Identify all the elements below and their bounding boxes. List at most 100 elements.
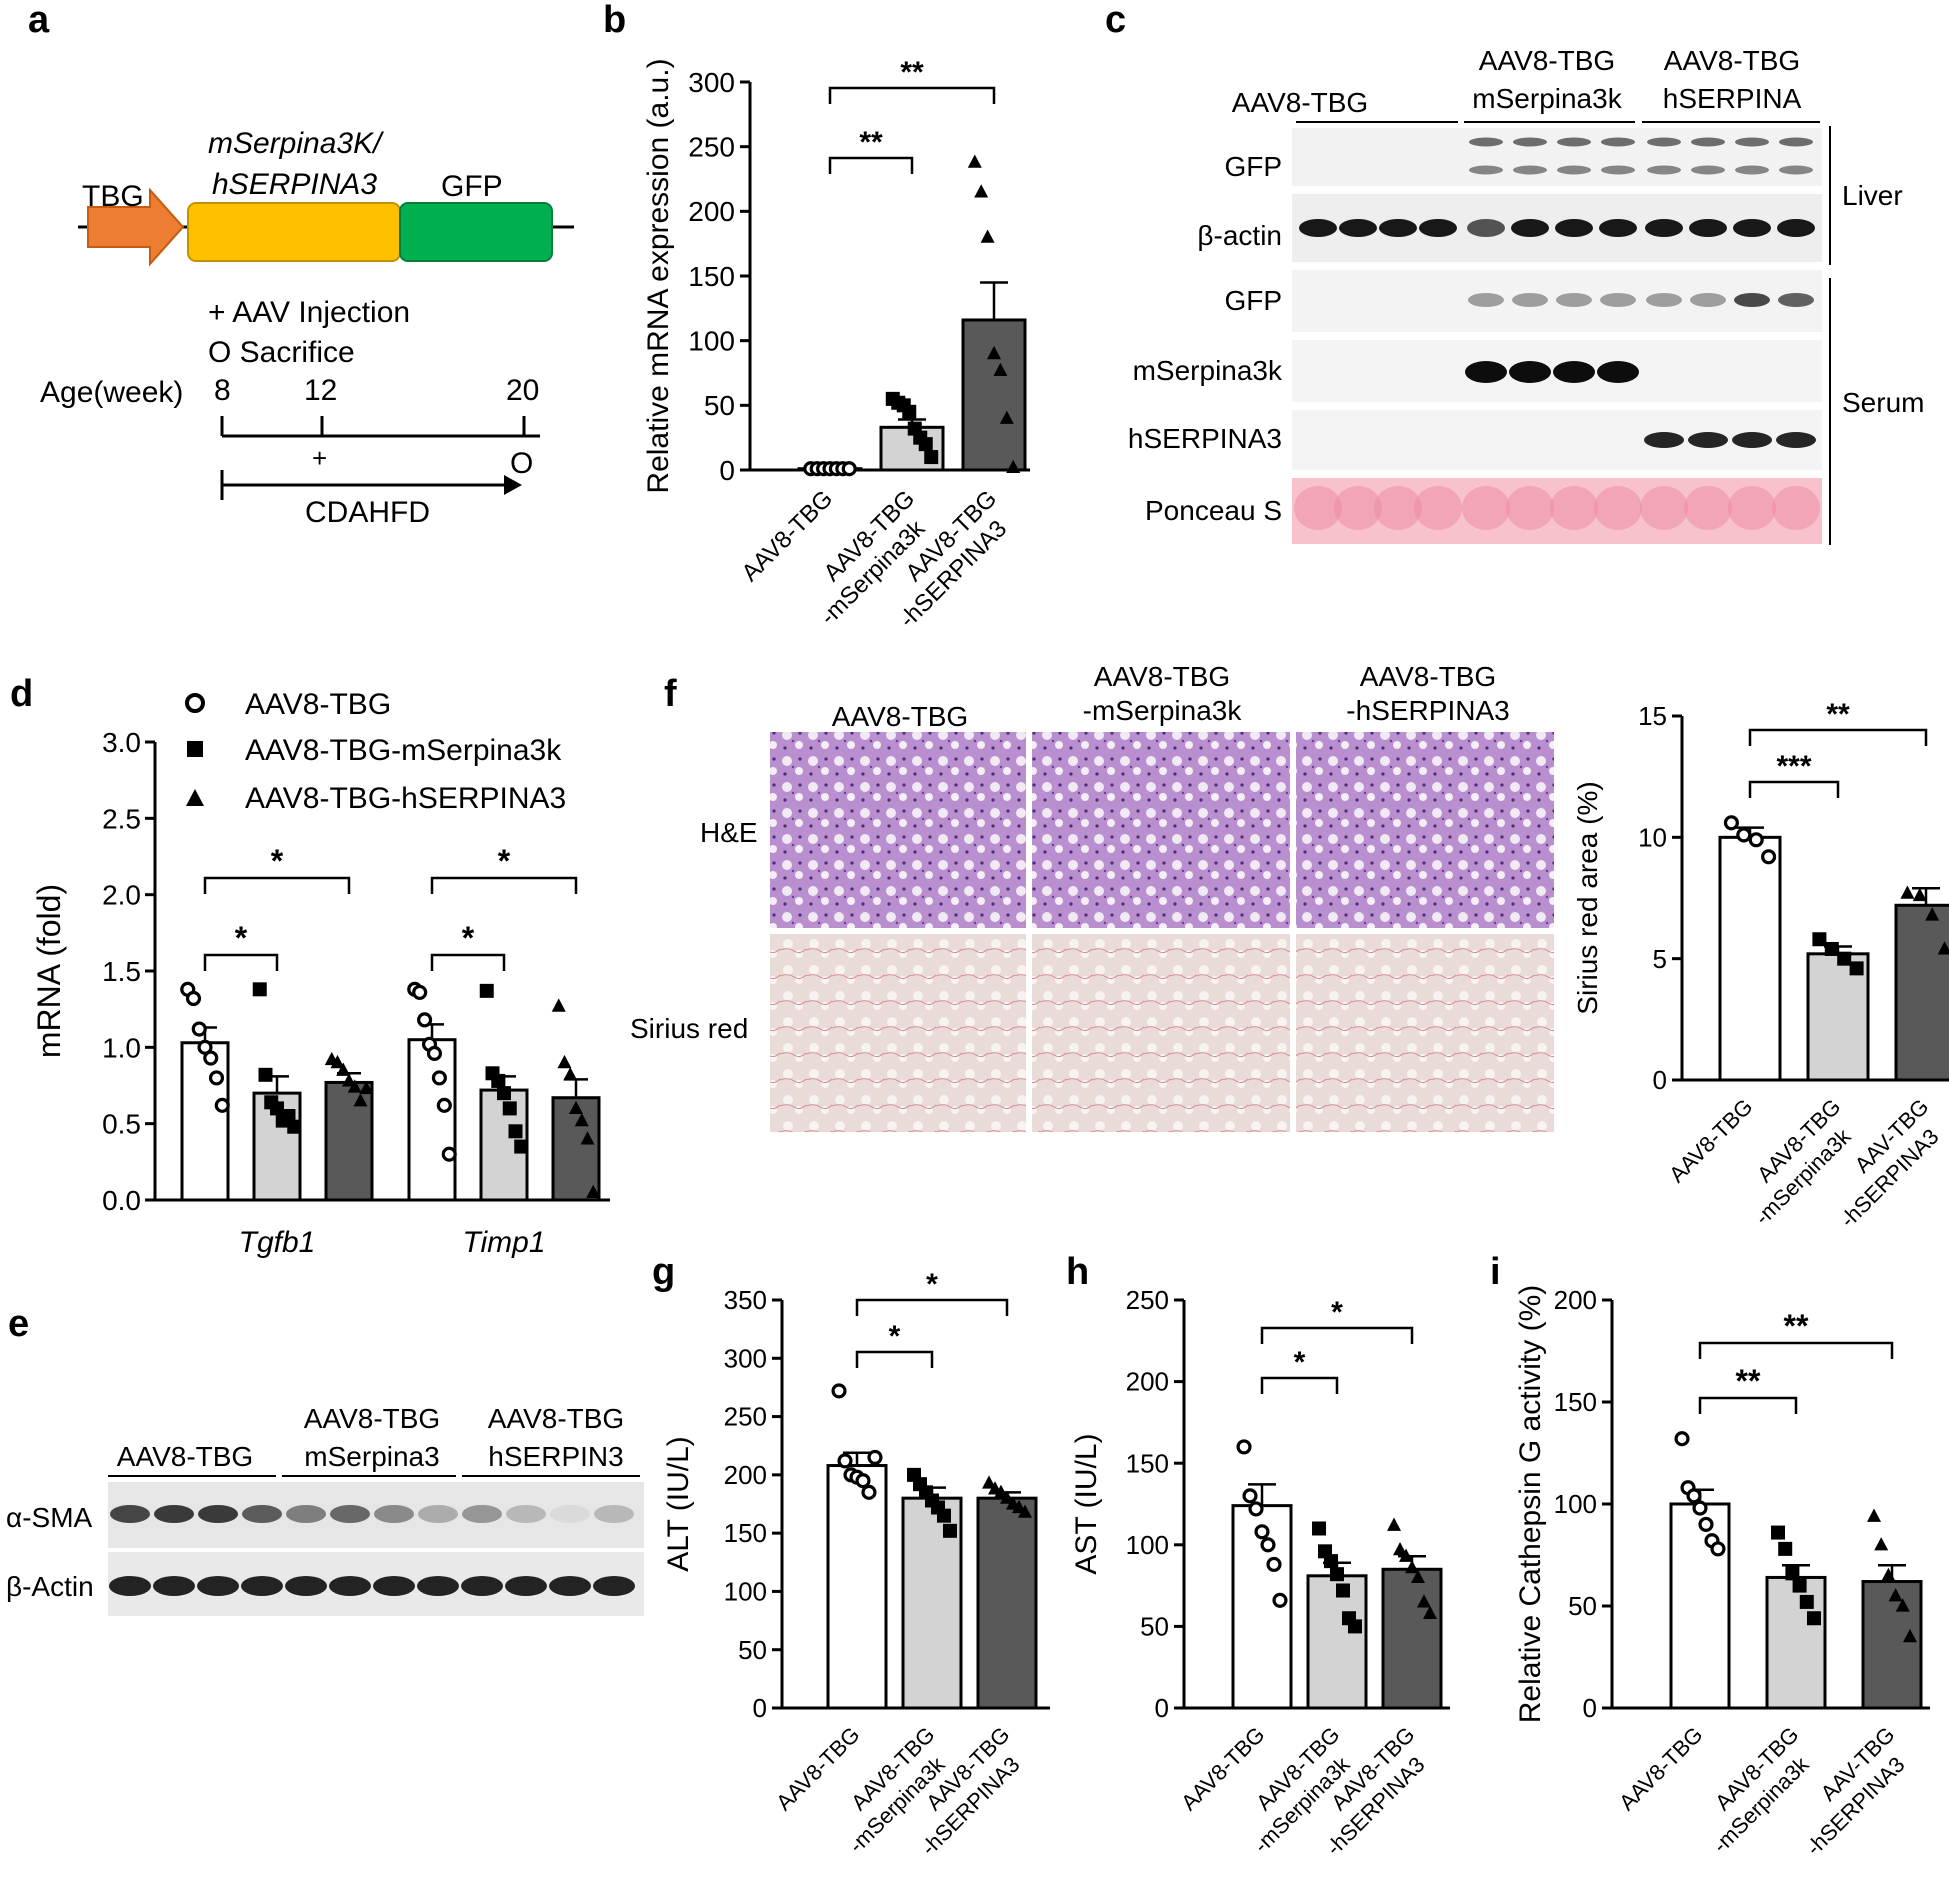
data-point-triangle bbox=[994, 1484, 1009, 1498]
data-point-square bbox=[1824, 941, 1839, 956]
blot-band bbox=[1647, 165, 1681, 175]
data-point-square bbox=[936, 1508, 951, 1523]
blot-c-group-label-sub: mSerpina3k bbox=[1472, 83, 1622, 114]
blot-c-bands bbox=[1294, 137, 1820, 530]
y-tick-label: 100 bbox=[1554, 1489, 1597, 1519]
significance-bracket bbox=[1748, 728, 1928, 746]
blot-band bbox=[1599, 219, 1637, 237]
y-tick-label: 200 bbox=[724, 1460, 767, 1490]
ponceau-band bbox=[1374, 486, 1422, 530]
data-point-circle bbox=[208, 1070, 225, 1086]
data-point-triangle bbox=[1387, 1517, 1402, 1531]
y-axis-label: AST (IU/L) bbox=[1070, 1433, 1103, 1574]
data-point-triangle bbox=[1902, 1628, 1917, 1643]
data-point-square bbox=[902, 404, 917, 419]
ponceau-band bbox=[1550, 486, 1598, 530]
blot-band bbox=[1600, 293, 1636, 307]
data-point-circle bbox=[431, 1070, 447, 1086]
data-point-triangle bbox=[551, 998, 566, 1012]
blot-c-tissue-serum: Serum bbox=[1842, 387, 1924, 418]
legend-marker-circle bbox=[185, 693, 205, 713]
blot-c-row-label: hSERPINA3 bbox=[1128, 423, 1282, 454]
data-point-circle bbox=[1692, 1500, 1708, 1516]
blot-band bbox=[1553, 361, 1595, 383]
data-point-square bbox=[1799, 1594, 1814, 1609]
blot-band bbox=[329, 1576, 371, 1596]
y-tick-label: 100 bbox=[724, 1577, 767, 1607]
y-tick-label: 250 bbox=[724, 1402, 767, 1432]
data-point-square bbox=[1324, 1554, 1339, 1569]
age-tick-label: 12 bbox=[304, 374, 337, 407]
sirius-image-mserpina3k bbox=[1032, 934, 1290, 1132]
data-point-triangle bbox=[359, 1080, 374, 1095]
data-point-square bbox=[508, 1124, 523, 1139]
he-image-mserpina3k bbox=[1032, 732, 1290, 928]
data-point-triangle bbox=[1416, 1594, 1431, 1608]
ponceau-band bbox=[1414, 486, 1462, 530]
data-point-square bbox=[252, 982, 267, 997]
blot-band bbox=[1735, 165, 1769, 175]
data-point-circle bbox=[861, 1484, 877, 1500]
data-point-triangle bbox=[1393, 1541, 1408, 1556]
y-tick-label: 150 bbox=[724, 1518, 767, 1548]
data-point-square bbox=[514, 1139, 529, 1154]
significance-label: ** bbox=[1736, 1363, 1761, 1399]
data-point-circle bbox=[1710, 1541, 1726, 1557]
significance-bracket bbox=[1698, 1396, 1798, 1414]
age-tick-label: 20 bbox=[506, 374, 539, 407]
bar bbox=[1765, 1575, 1827, 1710]
blot-band bbox=[197, 1576, 239, 1596]
data-point-circle bbox=[203, 1050, 219, 1066]
blot-band bbox=[1512, 293, 1548, 307]
y-tick-label: 0 bbox=[753, 1693, 767, 1723]
data-point-circle bbox=[1674, 1431, 1690, 1447]
blot-band bbox=[1468, 293, 1504, 307]
diet-label: CDAHFD bbox=[305, 496, 430, 529]
legend-marker-triangle bbox=[186, 789, 204, 806]
data-point-triangle bbox=[330, 1054, 345, 1069]
data-point-triangle bbox=[974, 184, 989, 198]
gfp-reporter-box bbox=[399, 202, 553, 262]
data-point-square bbox=[942, 1523, 957, 1538]
data-point-square bbox=[1806, 1611, 1821, 1626]
significance-label: * bbox=[498, 843, 511, 879]
blot-band bbox=[1557, 165, 1591, 175]
blot-e-bands bbox=[109, 1505, 635, 1596]
bar bbox=[826, 1464, 888, 1710]
blot-band bbox=[1556, 293, 1592, 307]
data-point-circle bbox=[191, 1021, 207, 1037]
data-point-circle bbox=[1723, 815, 1739, 831]
significance-bracket bbox=[855, 1350, 934, 1368]
bar bbox=[976, 1496, 1038, 1710]
significance-bracket bbox=[1698, 1341, 1894, 1359]
blot-band bbox=[1644, 432, 1684, 448]
data-point-circle bbox=[831, 1383, 847, 1399]
data-point-square bbox=[502, 1101, 517, 1116]
blot-band bbox=[374, 1505, 414, 1523]
y-tick-label: 200 bbox=[1126, 1367, 1169, 1397]
x-tick-label: AAV8-TBG bbox=[1664, 1094, 1757, 1187]
data-point-circle bbox=[1736, 827, 1752, 843]
bar bbox=[1669, 1502, 1731, 1710]
significance-label: * bbox=[1294, 1346, 1306, 1379]
data-point-triangle bbox=[982, 1475, 997, 1489]
blot-band bbox=[594, 1505, 634, 1523]
reporter-label: GFP bbox=[441, 170, 503, 203]
bar bbox=[324, 1080, 374, 1202]
data-point-triangle bbox=[569, 1100, 583, 1114]
data-point-circle bbox=[417, 1012, 433, 1028]
blot-band bbox=[1601, 137, 1635, 147]
data-point-triangle bbox=[1912, 887, 1927, 902]
blot-band bbox=[110, 1505, 150, 1523]
blot-c-row-label: mSerpina3k bbox=[1133, 355, 1283, 386]
data-point-triangle bbox=[580, 1131, 595, 1145]
histology-column-label: AAV8-TBG bbox=[1360, 661, 1496, 692]
blot-c-group-label: AAV8-TBG bbox=[1479, 45, 1615, 76]
blot-band bbox=[550, 1505, 590, 1523]
data-point-square bbox=[491, 1073, 506, 1088]
data-point-square bbox=[1812, 932, 1827, 947]
bar bbox=[551, 1096, 601, 1202]
y-tick-label: 300 bbox=[688, 67, 735, 98]
